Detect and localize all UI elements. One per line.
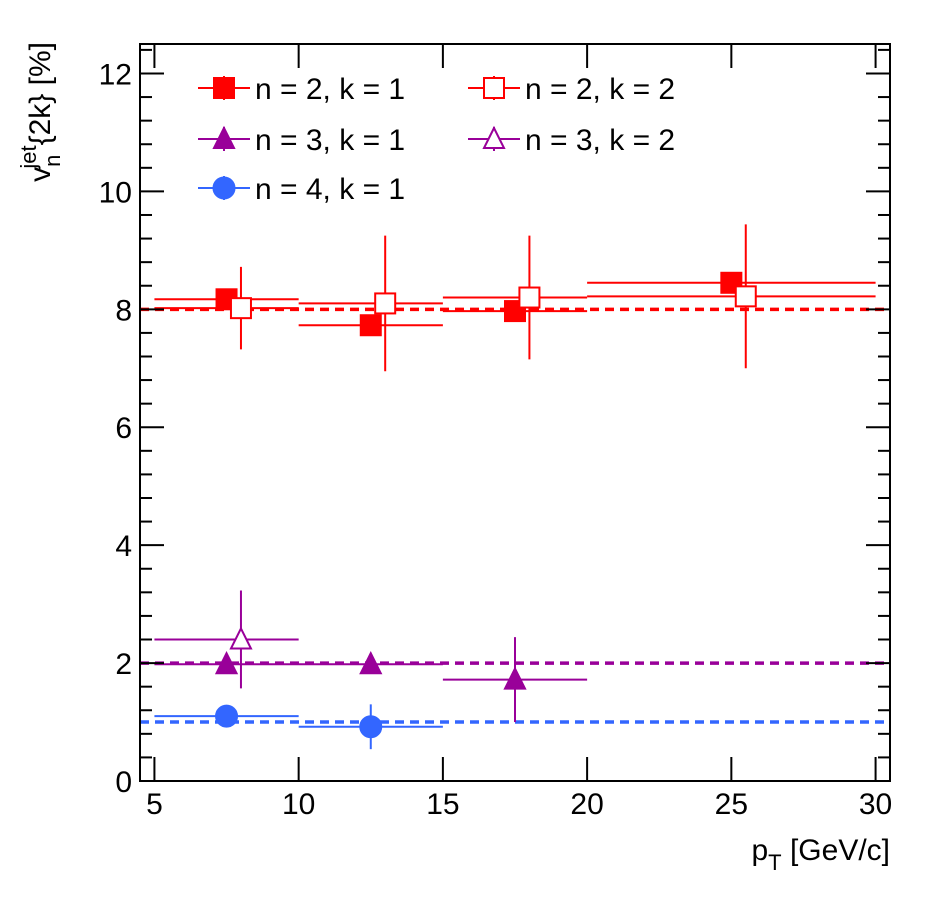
series-4 bbox=[154, 590, 299, 689]
legend-marker bbox=[212, 176, 236, 200]
legend-marker bbox=[212, 125, 236, 149]
series-5 bbox=[154, 704, 443, 750]
y-axis-label-rest: {2k} [%] bbox=[24, 42, 57, 145]
x-tick-label: 20 bbox=[570, 788, 603, 821]
x-tick-label: 5 bbox=[146, 788, 163, 821]
data-series bbox=[154, 224, 876, 750]
legend-marker bbox=[482, 125, 506, 149]
series-1 bbox=[154, 271, 876, 337]
legend-entry: n = 3, k = 2 bbox=[468, 124, 675, 157]
data-point bbox=[229, 297, 252, 320]
plot-frame bbox=[139, 43, 891, 782]
x-axis-label-main: p bbox=[751, 834, 768, 867]
data-point bbox=[359, 314, 382, 337]
x-tick-label: 10 bbox=[282, 788, 315, 821]
y-axis-label-sup: jet bbox=[16, 145, 41, 169]
axis-ticks: 5 10 15 20 25 30 0 2 4 6 8 10 12 bbox=[99, 44, 892, 821]
data-point bbox=[229, 626, 253, 650]
x-axis-label: pT [GeV/c] bbox=[751, 834, 890, 875]
x-tick-label: 30 bbox=[859, 788, 892, 821]
legend-label: n = 4, k = 1 bbox=[255, 173, 405, 206]
legend-label: n = 2, k = 1 bbox=[255, 73, 405, 106]
data-point bbox=[518, 286, 541, 309]
legend-entry: n = 3, k = 1 bbox=[198, 124, 405, 157]
y-tick-label: 6 bbox=[115, 412, 132, 445]
series-3 bbox=[154, 637, 588, 723]
legend-entry: n = 4, k = 1 bbox=[198, 173, 405, 206]
data-point bbox=[734, 285, 757, 308]
legend-label: n = 2, k = 2 bbox=[525, 73, 675, 106]
x-tick-label: 25 bbox=[715, 788, 748, 821]
y-tick-label: 12 bbox=[99, 58, 132, 91]
legend-marker bbox=[213, 77, 235, 99]
legend: n = 2, k = 1 n = 2, k = 2 n = 3, k = 1 n = … bbox=[198, 73, 675, 206]
legend-marker bbox=[483, 77, 505, 99]
y-tick-label: 8 bbox=[115, 294, 132, 327]
data-point bbox=[214, 651, 239, 675]
series-2 bbox=[154, 224, 876, 372]
y-axis-label-main: v bbox=[24, 167, 57, 182]
x-axis-label-sub: T bbox=[768, 850, 781, 875]
legend-label: n = 3, k = 2 bbox=[525, 124, 675, 157]
legend-label: n = 3, k = 1 bbox=[255, 124, 405, 157]
data-point bbox=[215, 704, 239, 728]
y-axis-label: vnjet{2k} [%] bbox=[16, 42, 65, 182]
data-point bbox=[374, 292, 397, 315]
legend-entry: n = 2, k = 1 bbox=[198, 73, 405, 106]
data-point bbox=[503, 666, 527, 690]
data-point bbox=[359, 651, 383, 675]
legend-entry: n = 2, k = 2 bbox=[468, 73, 675, 106]
x-tick-label: 15 bbox=[426, 788, 459, 821]
data-point bbox=[359, 715, 383, 739]
x-axis-label-rest: [GeV/c] bbox=[782, 834, 890, 867]
y-axis-label-sub: n bbox=[40, 155, 65, 167]
y-tick-label: 4 bbox=[115, 530, 132, 563]
y-tick-label: 0 bbox=[115, 766, 132, 799]
y-tick-label: 2 bbox=[115, 648, 132, 681]
y-tick-label: 10 bbox=[99, 176, 132, 209]
